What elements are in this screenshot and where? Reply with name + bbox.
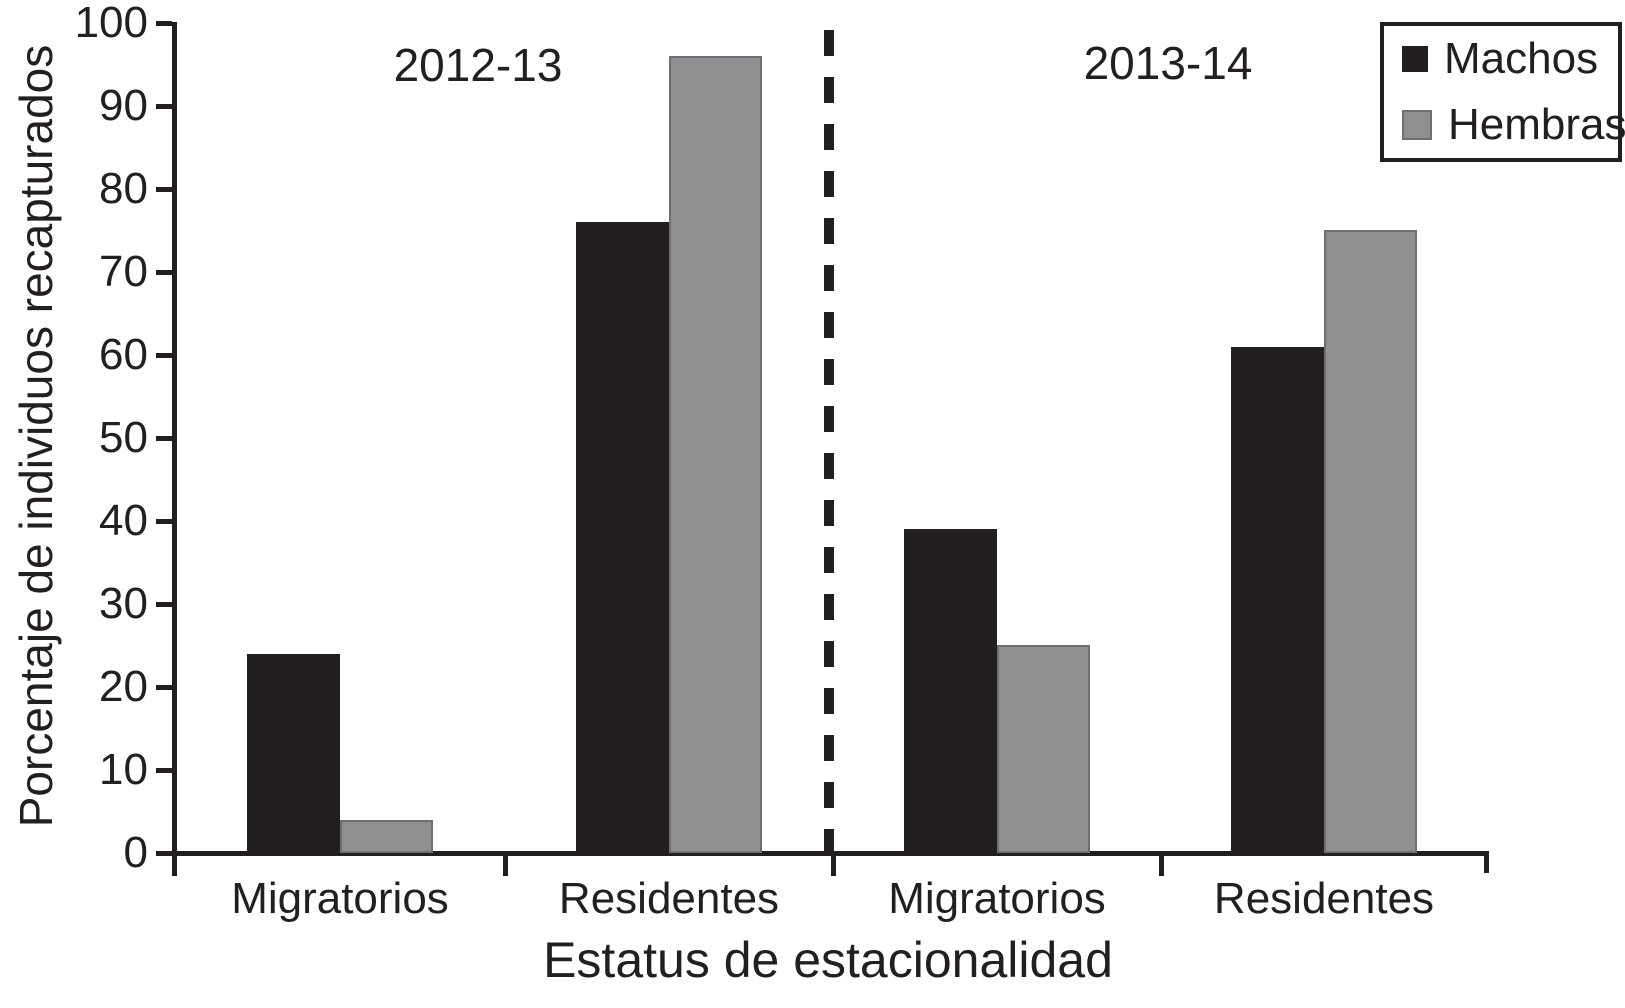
y-tick-70 <box>156 270 172 275</box>
bar-hembras-migratorios-2012-13 <box>340 820 433 853</box>
legend: Machos Hembras <box>1380 22 1625 162</box>
y-tick-label-70: 70 <box>99 247 148 296</box>
y-tick-20 <box>156 685 172 690</box>
y-tick-90 <box>156 104 172 109</box>
legend-row-hembras: Hembras <box>1402 101 1625 149</box>
bar-machos-migratorios-2012-13 <box>247 654 340 853</box>
y-tick-label-80: 80 <box>99 164 148 213</box>
machos-swatch-icon <box>1402 46 1428 72</box>
legend-row-machos: Machos <box>1402 35 1618 83</box>
y-tick-label-90: 90 <box>99 81 148 130</box>
bar-hembras-residentes-2012-13 <box>669 56 762 853</box>
y-tick-label-0: 0 <box>123 828 148 877</box>
y-tick-label-100: 100 <box>74 0 148 47</box>
x-tick-0 <box>172 853 177 876</box>
legend-label-machos: Machos <box>1444 34 1599 83</box>
category-label-1: Residentes <box>558 874 780 923</box>
y-tick-40 <box>156 519 172 524</box>
category-label-2: Migratorios <box>888 874 1106 923</box>
x-tick-2 <box>831 853 836 876</box>
bar-hembras-migratorios-2013-14 <box>997 645 1090 853</box>
bar-machos-migratorios-2013-14 <box>904 529 997 853</box>
bar-hembras-residentes-2013-14 <box>1324 230 1417 853</box>
y-tick-50 <box>156 436 172 441</box>
y-tick-label-60: 60 <box>99 330 148 379</box>
x-axis-title: Estatus de estacionalidad <box>543 932 1113 988</box>
y-tick-label-40: 40 <box>99 496 148 545</box>
panel-separator-dashed-line <box>824 30 834 853</box>
y-tick-30 <box>156 602 172 607</box>
y-tick-60 <box>156 353 172 358</box>
panel-label-2012-13: 2012-13 <box>393 39 563 91</box>
y-tick-label-10: 10 <box>99 745 148 794</box>
y-tick-10 <box>156 768 172 773</box>
x-tick-3 <box>1159 853 1164 876</box>
x-axis-end-tick <box>1484 851 1489 873</box>
panel-label-2013-14: 2013-14 <box>1083 37 1253 89</box>
bar-machos-residentes-2013-14 <box>1231 347 1324 853</box>
y-tick-label-20: 20 <box>99 662 148 711</box>
bar-machos-residentes-2012-13 <box>576 222 669 853</box>
y-tick-100 <box>156 21 172 26</box>
y-tick-80 <box>156 187 172 192</box>
y-axis-line <box>172 22 177 876</box>
x-tick-1 <box>503 853 508 876</box>
hembras-swatch-icon <box>1402 110 1432 140</box>
y-tick-label-50: 50 <box>99 413 148 462</box>
y-tick-0 <box>156 851 172 856</box>
y-tick-label-30: 30 <box>99 579 148 628</box>
legend-label-hembras: Hembras <box>1448 100 1625 149</box>
category-label-3: Residentes <box>1213 874 1435 923</box>
x-axis-line <box>172 851 1489 856</box>
category-label-0: Migratorios <box>231 874 449 923</box>
